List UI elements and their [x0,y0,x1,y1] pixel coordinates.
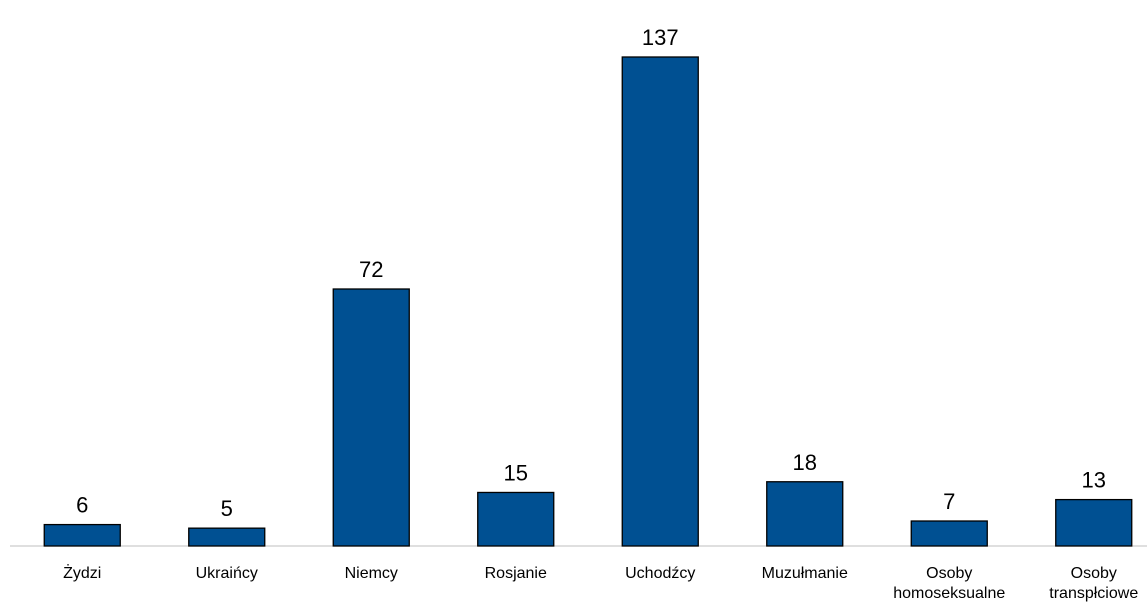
bar [766,481,844,547]
category-label-line: homoseksualne [893,585,1005,602]
category-label: Osoby transpłciowe [1049,565,1138,602]
category-label-line: Muzułmanie [762,565,848,582]
bars-group [43,56,1133,547]
bar-value-label: 6 [76,493,88,518]
bar-value-label: 5 [221,496,233,521]
category-label: Uchodźcy [625,565,695,582]
category-label-line: Osoby [926,565,972,582]
category-label: Niemcy [345,565,398,582]
category-labels-group: Żydzi Ukraińcy Niemcy Rosjanie Uchodźcy Muzuł… [63,563,1138,602]
category-label-line: Rosjanie [485,565,547,582]
category-label: Muzułmanie [762,565,848,582]
bar [43,523,121,547]
category-label-line: Uchodźcy [625,565,695,582]
bar-value-label: 15 [504,460,528,485]
category-label-line: Żydzi [63,563,101,582]
value-labels-group: 6 5 72 15 137 18 7 13 [76,25,1106,521]
category-label: Ukraińcy [196,565,258,582]
bar [910,520,988,547]
category-label: Żydzi [63,563,101,582]
category-label-line: Niemcy [345,565,398,582]
bar-value-label: 13 [1082,468,1106,493]
category-label-line: Ukraińcy [196,565,258,582]
category-label-line: transpłciowe [1049,585,1138,602]
bar-value-label: 7 [943,489,955,514]
bar [621,56,699,547]
bar-value-label: 137 [642,25,679,50]
category-label: Rosjanie [485,565,547,582]
bar-value-label: 18 [793,450,817,475]
bar [477,491,555,547]
category-label-line: Osoby [1071,565,1117,582]
bar [188,527,266,547]
bar [1055,498,1133,547]
bar [332,288,410,547]
category-label: Osoby homoseksualne [893,565,1005,602]
bar-value-label: 72 [359,257,383,282]
